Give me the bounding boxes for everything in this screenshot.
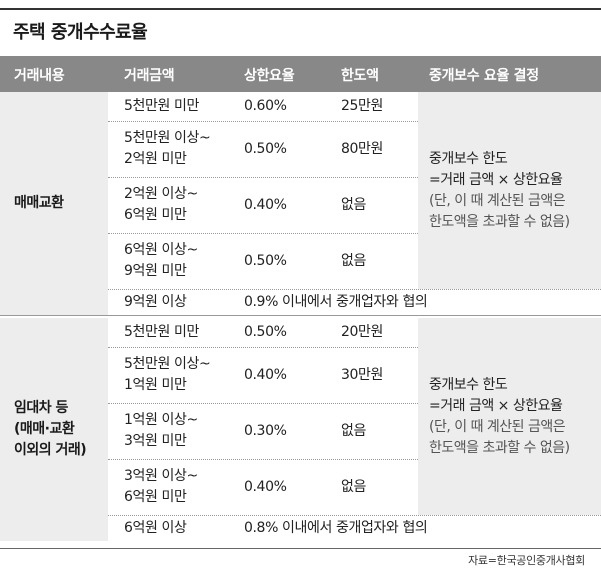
final-negotiation-note: 0.9% 이내에서 중개업자와 협의 xyxy=(244,294,428,310)
fee-rule-line: =거래 금액 × 상한요율 xyxy=(429,398,563,414)
table-header: 거래내용 거래금액 상한요율 한도액 중개보수 요율 결정 xyxy=(0,56,601,92)
amount-line: 6억원 이상~ xyxy=(124,242,198,258)
row-divider xyxy=(108,121,418,122)
final-negotiation-note: 0.8% 이내에서 중개업자와 협의 xyxy=(244,520,428,536)
fee-rule-line: 중개보수 한도 xyxy=(429,151,508,167)
row-divider xyxy=(108,515,601,516)
transaction-amount: 5천만원 이상~ 1억원 미만 xyxy=(124,354,211,396)
limit-amount: 20만원 xyxy=(341,324,383,340)
amount-line: 3억원 이상~ xyxy=(124,468,198,484)
header-max-rate: 상한요율 xyxy=(244,68,295,84)
amount-line: 5천만원 미만 xyxy=(124,324,199,340)
max-rate: 0.40% xyxy=(244,197,287,213)
amount-line: 6억원 미만 xyxy=(124,207,187,223)
amount-line: 5천만원 이상~ xyxy=(124,130,211,146)
header-transaction-amount: 거래금액 xyxy=(124,68,175,84)
fee-rule-line: 한도액을 초과할 수 없음) xyxy=(429,440,570,456)
row-divider xyxy=(108,289,601,290)
source-note: 자료=한국공인중개사협회 xyxy=(468,554,585,567)
max-rate: 0.60% xyxy=(244,98,287,114)
header-limit-amount: 한도액 xyxy=(341,68,379,84)
transaction-amount: 3억원 이상~ 6억원 미만 xyxy=(124,466,198,508)
group-label-line: (매매·교환 xyxy=(14,421,75,437)
fee-rule-cell xyxy=(418,318,601,515)
fee-rule-line: =거래 금액 × 상한요율 xyxy=(429,172,563,188)
fee-rule-cell xyxy=(418,92,601,289)
group-label-cell xyxy=(0,92,108,315)
amount-line: 5천만원 이상~ xyxy=(124,356,211,372)
group-label-line: 매매교환 xyxy=(14,195,64,211)
limit-amount: 없음 xyxy=(341,197,366,213)
group-label-line: 임대차 등 xyxy=(14,400,68,416)
group-label-line: 이외의 거래) xyxy=(14,442,87,458)
row-group: 매매교환 5천만원 미만 0.60% 25만원 5천만원 이상~ 2억원 미만 0.50% 8… xyxy=(0,92,601,315)
fee-rule-line: (단, 이 때 계산된 금액은 xyxy=(429,419,566,435)
max-rate: 0.40% xyxy=(244,479,287,495)
max-rate: 0.40% xyxy=(244,367,287,383)
limit-amount: 30만원 xyxy=(341,367,383,383)
row-divider xyxy=(108,233,418,234)
amount-line: 5천만원 미만 xyxy=(124,98,199,114)
max-rate: 0.50% xyxy=(244,253,287,269)
amount-line: 9억원 미만 xyxy=(124,263,187,279)
group-label-cell xyxy=(0,318,108,541)
amount-line: 2억원 미만 xyxy=(124,151,187,167)
transaction-amount: 1억원 이상~ 3억원 미만 xyxy=(124,410,198,452)
group-label: 매매교환 xyxy=(0,193,108,214)
limit-amount: 80만원 xyxy=(341,141,383,157)
fee-rule-line: (단, 이 때 계산된 금액은 xyxy=(429,193,566,209)
top-rule xyxy=(0,8,601,10)
final-transaction-amount: 6억원 이상 xyxy=(124,520,187,536)
row-divider xyxy=(108,459,418,460)
transaction-amount: 5천만원 미만 xyxy=(124,322,199,343)
transaction-amount: 5천만원 미만 xyxy=(124,96,199,117)
amount-line: 3억원 미만 xyxy=(124,433,187,449)
max-rate: 0.50% xyxy=(244,324,287,340)
amount-line: 1억원 이상~ xyxy=(124,412,198,428)
bottom-rule xyxy=(0,548,601,549)
limit-amount: 없음 xyxy=(341,479,366,495)
transaction-amount: 6억원 이상~ 9억원 미만 xyxy=(124,240,198,282)
fee-rule-line: 한도액을 초과할 수 없음) xyxy=(429,214,570,230)
group-divider xyxy=(0,315,601,316)
row-divider xyxy=(108,177,418,178)
limit-amount: 25만원 xyxy=(341,98,383,114)
row-divider xyxy=(108,403,418,404)
amount-line: 6억원 미만 xyxy=(124,489,187,505)
header-transaction-type: 거래내용 xyxy=(14,68,65,84)
amount-line: 2억원 이상~ xyxy=(124,186,198,202)
limit-amount: 없음 xyxy=(341,253,366,269)
table-title: 주택 중개수수료율 xyxy=(13,22,148,43)
transaction-amount: 5천만원 이상~ 2억원 미만 xyxy=(124,128,211,170)
final-transaction-amount: 9억원 이상 xyxy=(124,294,187,310)
transaction-amount: 2억원 이상~ 6억원 미만 xyxy=(124,184,198,226)
amount-line: 1억원 미만 xyxy=(124,377,187,393)
fee-rule-line: 중개보수 한도 xyxy=(429,377,508,393)
row-divider xyxy=(108,347,418,348)
max-rate: 0.50% xyxy=(244,141,287,157)
header-fee-rule: 중개보수 요율 결정 xyxy=(429,68,539,84)
max-rate: 0.30% xyxy=(244,423,287,439)
limit-amount: 없음 xyxy=(341,423,366,439)
